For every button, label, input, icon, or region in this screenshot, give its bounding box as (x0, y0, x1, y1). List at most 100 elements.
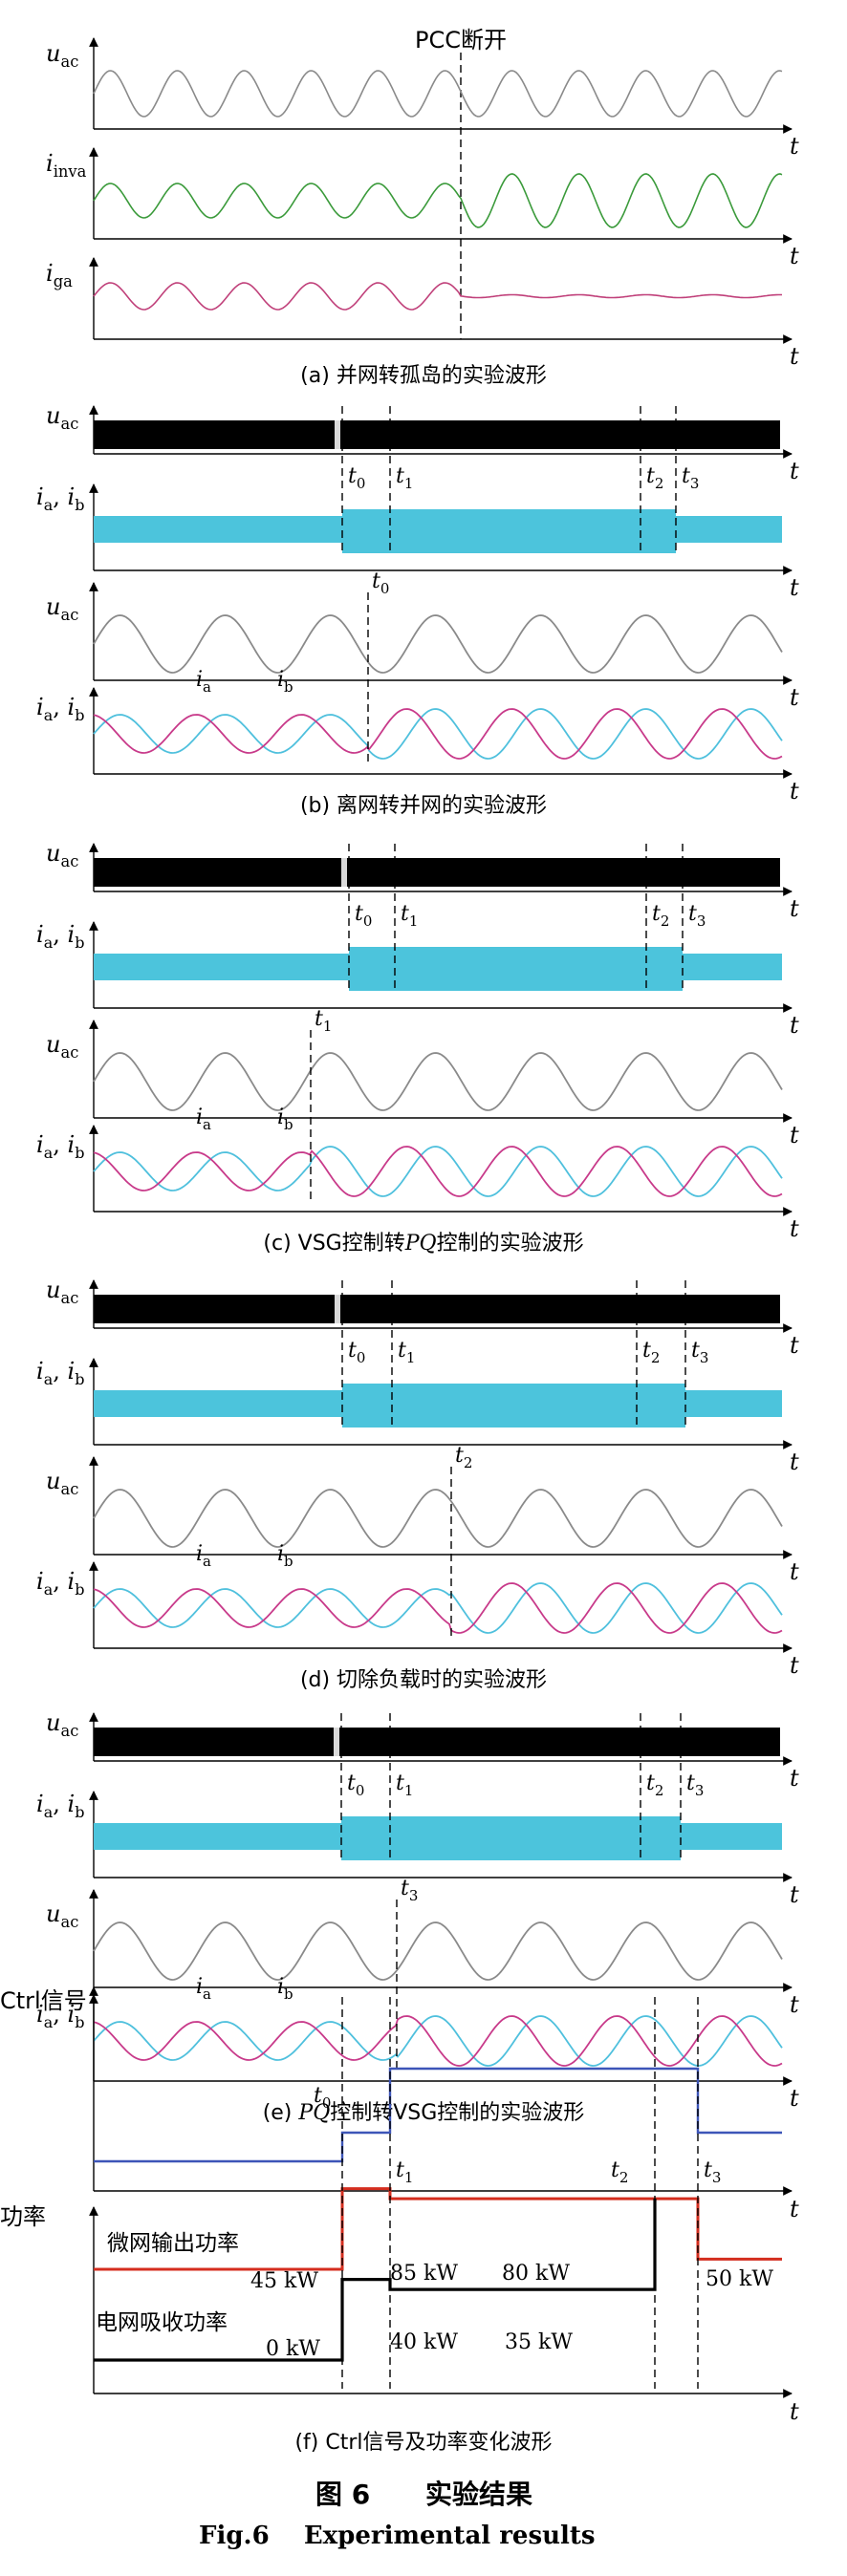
caption-b: (b) 离网转并网的实验波形 (300, 794, 547, 818)
band-iab-label-ib: i (68, 1358, 76, 1385)
marker-label-t0-symbol: t (355, 902, 363, 926)
f-marker-label-t3: t3 (704, 2158, 721, 2186)
zoom-iab-label-comma: , (53, 1568, 67, 1595)
zoom-iab-label-ib-sub: b (75, 1580, 84, 1599)
zoom-uac-label-subscript: ac (60, 606, 78, 624)
marker-label-t3-subscript: 3 (690, 475, 700, 492)
zoom-ia-waveform (93, 708, 783, 760)
caption-c-part-1: PQ (404, 1232, 437, 1256)
caption-e: (e) PQ控制转VSG控制的实验波形 (263, 2101, 585, 2125)
marker-label-t0: t0 (347, 1771, 364, 1799)
zoom-ib-tag-subscript: b (284, 678, 293, 696)
zoom-marker-label: t3 (401, 1877, 418, 1904)
zoom-iab-label-ib-sub: b (75, 1144, 84, 1162)
zoom-iab-label-ib-sub: b (75, 706, 84, 724)
zoom-uac-label: uac (46, 593, 78, 624)
zoom-ib-tag-subscript: b (284, 1986, 293, 2003)
marker-label-t0: t0 (348, 1339, 365, 1366)
zoom-marker-label-subscript: 1 (323, 1018, 333, 1035)
micro-power-line (94, 2187, 782, 2271)
zoom-ib-waveform (93, 2015, 783, 2067)
zoom-marker-label: t2 (455, 1444, 472, 1471)
band-iab-label-ib-sub: b (75, 934, 84, 952)
iab-envelope-high (341, 1816, 681, 1860)
zoom-ib-tag: ib (277, 1106, 293, 1133)
band-iab-label-ib-sub: b (75, 1803, 84, 1821)
zoom-ib-waveform (93, 1146, 783, 1197)
band-iab-label-ia: i (36, 1358, 44, 1385)
micro-power-value-1: 85 kW (390, 2262, 458, 2286)
marker-label-t3-symbol: t (682, 464, 690, 488)
zoom-ib-tag-subscript: b (284, 1553, 293, 1570)
zoom-uac-waveform (93, 1489, 783, 1548)
band-uac-label-symbol: u (46, 402, 60, 429)
marker-label-t1-subscript: 1 (406, 1349, 416, 1366)
marker-label-t1: t1 (396, 464, 413, 492)
zoom-ia-tag-symbol: i (196, 1975, 203, 1999)
marker-label-t2: t2 (652, 902, 669, 930)
zoom-uac-label-subscript: ac (60, 1043, 78, 1062)
zoom-marker-label-symbol: t (372, 569, 380, 593)
marker-label-t1-symbol: t (396, 1771, 404, 1795)
zoom-ia-tag-subscript: a (203, 1986, 211, 2003)
figure-title-cn: 实验结果 (425, 2479, 532, 2510)
zoom-iab-label-comma: , (53, 1131, 67, 1158)
zoom-uac-label-symbol: u (46, 1900, 60, 1927)
marker-label-t1: t1 (401, 902, 418, 930)
band-uac-label-symbol: u (46, 1277, 60, 1303)
marker-label-t0-subscript: 0 (357, 1349, 366, 1366)
label-u_ac-subscript: ac (60, 53, 78, 71)
iab-envelope-high (349, 947, 683, 991)
marker-label-t1-symbol: t (396, 464, 404, 488)
zoom-uac-t-label: t (790, 684, 799, 711)
pcc-break-label: PCC断开 (415, 27, 507, 54)
zoom-ib-tag: ib (277, 668, 293, 696)
marker-label-t3: t3 (688, 902, 706, 930)
uac-glitch (334, 1726, 339, 1758)
band-iab-label: ia, ib (36, 921, 84, 952)
zoom-uac-label-symbol: u (46, 1468, 60, 1494)
marker-label-t3-subscript: 3 (700, 1349, 709, 1366)
label-u_ac-symbol: u (46, 40, 60, 67)
iab-envelope-low-2 (683, 954, 782, 980)
zoom-iab-label-ib: i (68, 2001, 76, 2028)
zoom-marker-label-subscript: 3 (409, 1887, 419, 1904)
band-iab-t-label: t (790, 1881, 799, 1908)
f-marker-symbol-t3: t (704, 2158, 712, 2182)
marker-label-t2-symbol: t (646, 1771, 655, 1795)
f-marker-label-t1: t1 (396, 2158, 413, 2186)
micro-power-value-3: 50 kW (706, 2267, 773, 2291)
zoom-uac-label-symbol: u (46, 593, 60, 620)
marker-label-t0-symbol: t (348, 1339, 357, 1363)
zoom-ia-tag-symbol: i (196, 668, 203, 692)
zoom-uac-waveform (93, 1052, 783, 1111)
marker-label-t3: t3 (686, 1771, 704, 1799)
zoom-iab-label-ib: i (68, 1568, 76, 1595)
zoom-ia-tag-symbol: i (196, 1106, 203, 1129)
zoom-iab-label-ia: i (36, 2001, 44, 2028)
zoom-iab-label-ia: i (36, 694, 44, 720)
power-x-label: t (790, 2398, 799, 2425)
marker-label-t2-symbol: t (646, 464, 655, 488)
uac-glitch (341, 856, 347, 889)
zoom-iab-t-label: t (790, 1652, 799, 1679)
zoom-uac-t-label: t (790, 1122, 799, 1148)
zoom-ia-waveform (93, 1582, 783, 1634)
marker-label-t0-subscript: 0 (357, 475, 366, 492)
zoom-uac-waveform (93, 614, 783, 674)
zoom-ia-tag-subscript: a (203, 678, 211, 696)
band-uac-label-subscript: ac (60, 1722, 78, 1740)
band-iab-label: ia, ib (36, 1358, 84, 1388)
power-y-label: 功率 (0, 2203, 46, 2230)
band-iab-label-ia-sub: a (44, 934, 54, 952)
band-iab-label-comma: , (53, 1358, 67, 1385)
caption-d: (d) 切除负载时的实验波形 (300, 1668, 547, 1692)
f-marker-sub-t0: 0 (322, 2094, 332, 2112)
marker-label-t3-symbol: t (691, 1339, 700, 1363)
marker-label-t2-subscript: 2 (661, 912, 670, 930)
caption-f: (f) Ctrl信号及功率变化波形 (294, 2431, 552, 2455)
zoom-uac-t-label: t (790, 1991, 799, 2018)
